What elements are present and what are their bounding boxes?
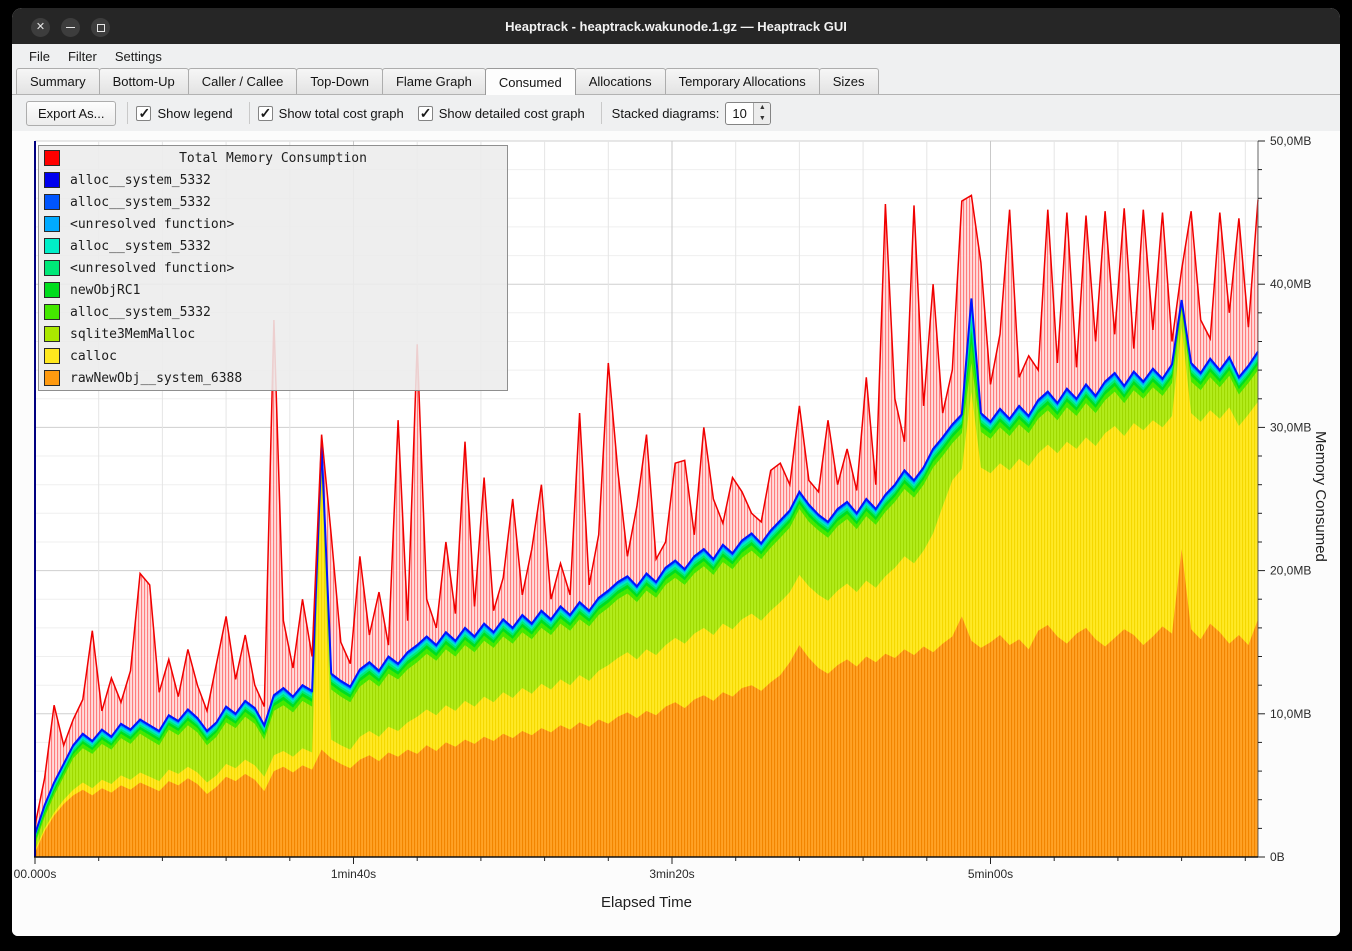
legend-swatch	[44, 326, 60, 342]
tab-summary[interactable]: Summary	[16, 68, 100, 94]
export-as-button[interactable]: Export As...	[26, 100, 117, 126]
svg-text:00.000s: 00.000s	[14, 867, 57, 881]
checkbox-show-total-cost-graph[interactable]: Show total cost graph	[257, 105, 404, 122]
svg-text:20,0MB: 20,0MB	[1270, 564, 1311, 578]
stacked-diagrams-value[interactable]: 10	[732, 105, 747, 121]
toolbar-separator	[600, 102, 602, 124]
svg-text:30,0MB: 30,0MB	[1270, 420, 1311, 434]
legend-item[interactable]: alloc__system_5332	[39, 169, 507, 191]
legend-item[interactable]: alloc__system_5332	[39, 191, 507, 213]
legend-item[interactable]: alloc__system_5332	[39, 301, 507, 323]
checkbox-label: Show total cost graph	[278, 105, 404, 121]
legend-swatch	[44, 150, 60, 166]
checkbox-icon[interactable]	[257, 105, 273, 122]
legend-swatch	[44, 194, 60, 210]
legend-label: alloc__system_5332	[70, 172, 211, 188]
legend-label: <unresolved function>	[70, 216, 235, 232]
legend-label: alloc__system_5332	[70, 194, 211, 210]
tab-consumed[interactable]: Consumed	[484, 68, 576, 95]
legend-label: calloc	[70, 348, 117, 364]
legend-label: sqlite3MemMalloc	[70, 326, 196, 342]
svg-text:1min40s: 1min40s	[331, 867, 376, 881]
menu-settings[interactable]: Settings	[114, 48, 162, 64]
maximize-icon	[96, 23, 105, 32]
svg-text:3min20s: 3min20s	[649, 867, 694, 881]
tab-allocations[interactable]: Allocations	[574, 68, 666, 94]
close-icon: ✕	[35, 21, 46, 33]
stacked-diagrams-spinbox[interactable]: 10 ▲ ▼	[725, 101, 772, 125]
checkbox-label: Show detailed cost graph	[438, 105, 585, 121]
legend-swatch	[44, 260, 60, 276]
app-window: ✕ Heaptrack - heaptrack.wakunode.1.gz — …	[12, 8, 1340, 936]
legend-item[interactable]: alloc__system_5332	[39, 235, 507, 257]
legend-label: rawNewObj__system_6388	[70, 370, 243, 386]
tab-sizes[interactable]: Sizes	[818, 68, 879, 94]
legend-label: Total Memory Consumption	[179, 150, 367, 166]
legend-swatch	[44, 216, 60, 232]
legend-swatch	[44, 348, 60, 364]
toolbar: Export As... Show legend Show total cost …	[12, 95, 1340, 131]
legend-item[interactable]: sqlite3MemMalloc	[39, 323, 507, 345]
tab-top-down[interactable]: Top-Down	[296, 68, 383, 94]
chart-legend: Total Memory Consumption alloc__system_53…	[38, 145, 508, 391]
toolbar-separator	[127, 102, 129, 124]
maximize-button[interactable]	[91, 18, 110, 37]
svg-text:50,0MB: 50,0MB	[1270, 134, 1311, 148]
checkbox-label: Show legend	[157, 105, 233, 121]
legend-swatch	[44, 370, 60, 386]
minimize-button[interactable]	[61, 18, 80, 37]
tab-flame-graph[interactable]: Flame Graph	[381, 68, 486, 94]
chart-area: 00.000s 1min40s 3min20s 5min00s 0B 10,0MB 20,0…	[12, 131, 1340, 936]
stacked-diagrams-label: Stacked diagrams:	[611, 105, 720, 121]
legend-item[interactable]: newObjRC1	[39, 279, 507, 301]
checkbox-icon[interactable]	[136, 105, 152, 122]
legend-item[interactable]: rawNewObj__system_6388	[39, 367, 507, 389]
close-button[interactable]: ✕	[31, 18, 50, 37]
checkbox-icon[interactable]	[417, 105, 433, 122]
legend-swatch	[44, 304, 60, 320]
svg-text:40,0MB: 40,0MB	[1270, 277, 1311, 291]
checkbox-show-detailed-cost-graph[interactable]: Show detailed cost graph	[417, 105, 585, 122]
spin-down-icon[interactable]: ▼	[758, 114, 766, 122]
legend-item[interactable]: <unresolved function>	[39, 213, 507, 235]
menu-file[interactable]: File	[29, 48, 50, 64]
svg-text:10,0MB: 10,0MB	[1270, 707, 1311, 721]
tab-temporary-allocations[interactable]: Temporary Allocations	[664, 68, 820, 94]
legend-swatch	[44, 172, 60, 188]
tab-bar: Summary Bottom-Up Caller / Callee Top-Down F…	[12, 68, 1340, 95]
legend-swatch	[44, 282, 60, 298]
legend-label: alloc__system_5332	[70, 304, 211, 320]
svg-text:0B: 0B	[1270, 850, 1285, 864]
menu-filter[interactable]: Filter	[67, 48, 97, 64]
y-axis-title: Memory Consumed	[1312, 431, 1329, 562]
title-bar: ✕ Heaptrack - heaptrack.wakunode.1.gz — …	[12, 8, 1340, 44]
window-title: Heaptrack - heaptrack.wakunode.1.gz — He…	[505, 18, 847, 34]
tab-bottom-up[interactable]: Bottom-Up	[98, 68, 189, 94]
legend-label: <unresolved function>	[70, 260, 235, 276]
legend-label: newObjRC1	[70, 282, 141, 298]
legend-label: alloc__system_5332	[70, 238, 211, 254]
svg-text:5min00s: 5min00s	[968, 867, 1013, 881]
legend-swatch	[44, 238, 60, 254]
legend-item[interactable]: <unresolved function>	[39, 257, 507, 279]
legend-item[interactable]: calloc	[39, 345, 507, 367]
x-axis-title: Elapsed Time	[601, 894, 692, 911]
toolbar-separator	[248, 102, 250, 124]
minimize-icon	[66, 26, 75, 29]
spin-up-icon[interactable]: ▲	[758, 104, 766, 112]
tab-caller-callee[interactable]: Caller / Callee	[187, 68, 298, 94]
legend-item[interactable]: Total Memory Consumption	[39, 147, 507, 169]
checkbox-show-legend[interactable]: Show legend	[136, 105, 233, 122]
menu-bar: File Filter Settings	[12, 44, 1340, 68]
